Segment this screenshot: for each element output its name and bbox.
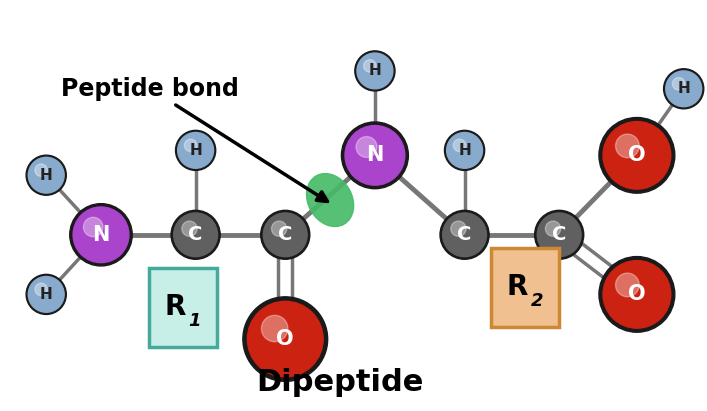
Text: N: N [93, 225, 110, 245]
Circle shape [355, 51, 395, 91]
Text: C: C [278, 225, 293, 244]
Circle shape [603, 261, 671, 328]
Circle shape [534, 210, 584, 259]
FancyBboxPatch shape [148, 268, 216, 347]
Circle shape [345, 125, 405, 185]
Text: O: O [628, 284, 645, 305]
Circle shape [440, 210, 489, 259]
Circle shape [443, 213, 486, 256]
Circle shape [70, 204, 132, 266]
Text: O: O [276, 329, 294, 349]
Circle shape [356, 136, 377, 157]
Text: 1: 1 [188, 312, 201, 330]
Circle shape [174, 213, 218, 256]
Circle shape [616, 273, 639, 297]
Circle shape [616, 134, 639, 158]
Circle shape [363, 60, 376, 72]
Circle shape [666, 71, 701, 107]
Text: C: C [189, 225, 203, 244]
Circle shape [83, 217, 103, 237]
Text: C: C [457, 225, 472, 244]
Circle shape [182, 221, 197, 236]
Circle shape [261, 210, 310, 259]
Ellipse shape [307, 173, 354, 226]
Circle shape [28, 157, 64, 193]
Text: H: H [368, 63, 381, 79]
Text: H: H [677, 81, 690, 96]
Text: H: H [40, 168, 52, 183]
Circle shape [35, 164, 47, 176]
Circle shape [175, 130, 216, 171]
Circle shape [243, 297, 327, 381]
Circle shape [171, 210, 220, 259]
Circle shape [451, 221, 466, 236]
Circle shape [177, 132, 214, 168]
Circle shape [28, 277, 64, 312]
Circle shape [447, 132, 482, 168]
Text: O: O [628, 145, 645, 165]
Circle shape [357, 53, 393, 89]
Text: H: H [40, 287, 52, 302]
Text: R: R [164, 293, 185, 321]
Text: 2: 2 [531, 292, 544, 310]
Text: H: H [458, 143, 471, 158]
Text: Peptide bond: Peptide bond [61, 77, 327, 201]
Circle shape [26, 155, 66, 195]
Circle shape [73, 207, 129, 263]
Circle shape [341, 122, 409, 189]
Circle shape [26, 275, 66, 314]
Circle shape [445, 130, 484, 171]
Circle shape [271, 221, 287, 236]
Circle shape [599, 118, 674, 193]
Circle shape [185, 139, 197, 152]
Circle shape [247, 301, 323, 377]
Circle shape [664, 69, 703, 109]
Text: N: N [366, 145, 384, 165]
Text: Dipeptide: Dipeptide [257, 368, 423, 397]
Circle shape [545, 221, 561, 236]
Circle shape [453, 139, 466, 152]
Circle shape [262, 315, 288, 342]
Text: C: C [552, 225, 566, 244]
FancyBboxPatch shape [491, 248, 559, 327]
Circle shape [599, 256, 674, 332]
Circle shape [537, 213, 581, 256]
Circle shape [672, 78, 685, 90]
Text: R: R [507, 273, 528, 301]
Circle shape [263, 213, 307, 256]
Text: H: H [189, 143, 202, 158]
Circle shape [35, 283, 47, 296]
Circle shape [603, 122, 671, 189]
